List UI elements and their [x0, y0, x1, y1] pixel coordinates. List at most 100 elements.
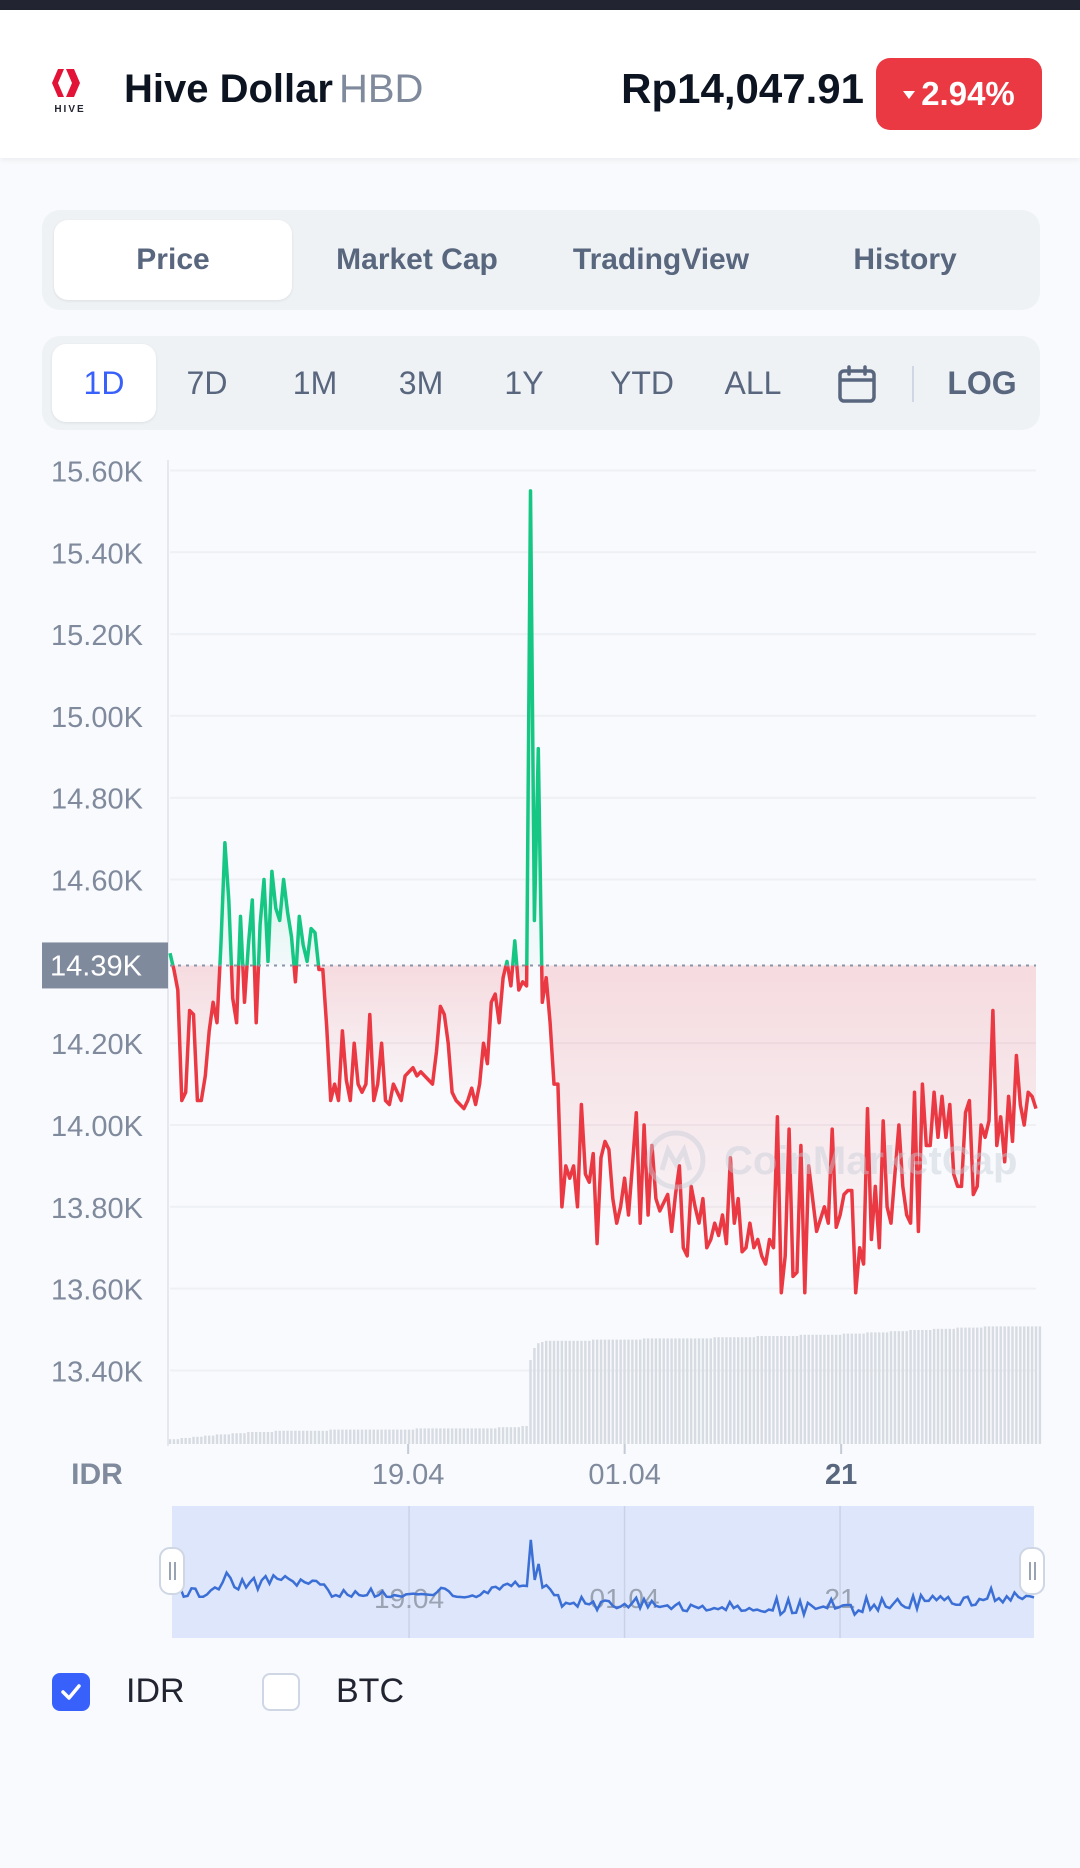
- volume-bar: [443, 1428, 446, 1444]
- price-area: [172, 965, 220, 1101]
- volume-bar: [748, 1337, 752, 1444]
- volume-bar: [290, 1430, 293, 1444]
- volume-bar: [494, 1428, 497, 1444]
- volume-bar: [885, 1332, 889, 1444]
- volume-bar: [286, 1430, 289, 1444]
- volume-bar: [1034, 1326, 1038, 1444]
- volume-bar: [917, 1330, 920, 1444]
- volume-bar: [517, 1427, 520, 1444]
- navigator-left-handle[interactable]: [159, 1547, 185, 1595]
- volume-bar: [227, 1434, 230, 1444]
- price-line-segment: [505, 965, 515, 988]
- volume-bar: [419, 1428, 422, 1444]
- volume-bar: [509, 1427, 513, 1444]
- legend-item-btc[interactable]: BTC: [262, 1672, 404, 1711]
- volume-bar: [881, 1332, 885, 1444]
- volume-bar: [168, 1439, 172, 1444]
- range-ytd[interactable]: YTD: [610, 364, 674, 401]
- range-navigator[interactable]: 19.04 01.04 21: [0, 1500, 1080, 1640]
- range-7d[interactable]: 7D: [186, 364, 228, 401]
- tab-price[interactable]: Price: [54, 220, 292, 300]
- volume-bar: [678, 1338, 681, 1444]
- volume-bar: [399, 1429, 403, 1444]
- tab-tradingview[interactable]: TradingView: [572, 243, 750, 276]
- volume-bar: [298, 1430, 301, 1444]
- volume-bar: [568, 1340, 571, 1444]
- price-change-badge: 2.94%: [876, 58, 1042, 130]
- y-tick-label: 14.20K: [51, 1029, 144, 1061]
- volume-bar: [466, 1428, 470, 1444]
- checkbox-btc[interactable]: [262, 1672, 300, 1711]
- volume-bar: [184, 1438, 187, 1444]
- reference-price-label-box: [42, 942, 168, 989]
- range-3m[interactable]: 3M: [398, 364, 444, 401]
- volume-bar: [784, 1336, 787, 1444]
- volume-bar: [345, 1429, 348, 1444]
- volume-bar: [987, 1326, 991, 1444]
- volume-bar: [670, 1338, 673, 1444]
- volume-bar: [576, 1340, 579, 1444]
- volume-bar: [780, 1336, 783, 1444]
- checkbox-idr[interactable]: [52, 1672, 90, 1711]
- volume-bar: [599, 1339, 603, 1444]
- tab-history[interactable]: History: [853, 243, 957, 276]
- volume-bar: [572, 1340, 575, 1444]
- calendar-icon[interactable]: [837, 364, 877, 404]
- volume-bar: [913, 1330, 916, 1444]
- chart-tabs: Price Market Cap TradingView History: [42, 210, 1040, 310]
- price-line-segment: [294, 914, 321, 966]
- volume-bar: [983, 1326, 987, 1444]
- volume-bar: [611, 1339, 614, 1444]
- range-all[interactable]: ALL: [724, 364, 782, 401]
- price-area: [296, 916, 319, 966]
- volume-bar: [176, 1439, 180, 1444]
- volume-bar: [827, 1334, 830, 1444]
- volume-bar: [595, 1339, 599, 1444]
- range-1y[interactable]: 1Y: [504, 364, 544, 401]
- volume-bar: [760, 1336, 763, 1444]
- volume-bar: [623, 1339, 626, 1444]
- price-line-segment: [256, 869, 296, 966]
- volume-bar: [305, 1430, 309, 1444]
- x-tick-label: 21: [825, 1459, 857, 1490]
- range-1d[interactable]: 1D: [52, 344, 156, 422]
- volume-bar: [631, 1339, 634, 1444]
- volume-bar: [258, 1432, 262, 1444]
- status-strip: [0, 0, 1080, 10]
- log-scale-toggle[interactable]: LOG: [947, 364, 1017, 401]
- volume-bar: [662, 1338, 665, 1444]
- range-1m[interactable]: 1M: [292, 364, 338, 401]
- y-tick-label: 15.20K: [51, 620, 144, 652]
- tab-market-cap[interactable]: Market Cap: [336, 243, 498, 276]
- volume-bar: [580, 1340, 583, 1444]
- price-line-segment: [515, 965, 529, 992]
- currency-axis-label: IDR: [71, 1458, 123, 1490]
- legend-item-idr[interactable]: IDR: [52, 1672, 185, 1711]
- volume-bar: [427, 1428, 430, 1444]
- volume-bar: [533, 1348, 536, 1444]
- volume-bar: [368, 1429, 372, 1444]
- volume-bar: [627, 1339, 630, 1444]
- volume-bar: [411, 1429, 415, 1444]
- volume-bar: [834, 1334, 838, 1444]
- volume-bar: [733, 1337, 736, 1444]
- navigator-right-handle[interactable]: [1019, 1547, 1045, 1595]
- volume-bar: [866, 1332, 869, 1444]
- volume-bar: [262, 1432, 266, 1444]
- volume-bar: [415, 1428, 419, 1444]
- volume-bar: [666, 1338, 669, 1444]
- volume-bar: [396, 1429, 399, 1444]
- volume-bar: [717, 1337, 720, 1444]
- volume-bar: [180, 1438, 183, 1444]
- volume-bar: [274, 1430, 278, 1444]
- volume-bar: [697, 1338, 701, 1444]
- volume-bar: [352, 1429, 356, 1444]
- x-tick-label: 19.04: [372, 1459, 445, 1490]
- volume-bar: [658, 1338, 662, 1444]
- volume-bar: [450, 1428, 454, 1444]
- volume-bar: [1023, 1326, 1026, 1444]
- checkmark-icon: [61, 1683, 81, 1700]
- volume-bar: [544, 1340, 548, 1444]
- volume-bar: [302, 1430, 305, 1444]
- price-chart[interactable]: 15.60K 15.40K 15.20K 15.00K 14.80K 14.60K 14.2…: [0, 450, 1080, 1490]
